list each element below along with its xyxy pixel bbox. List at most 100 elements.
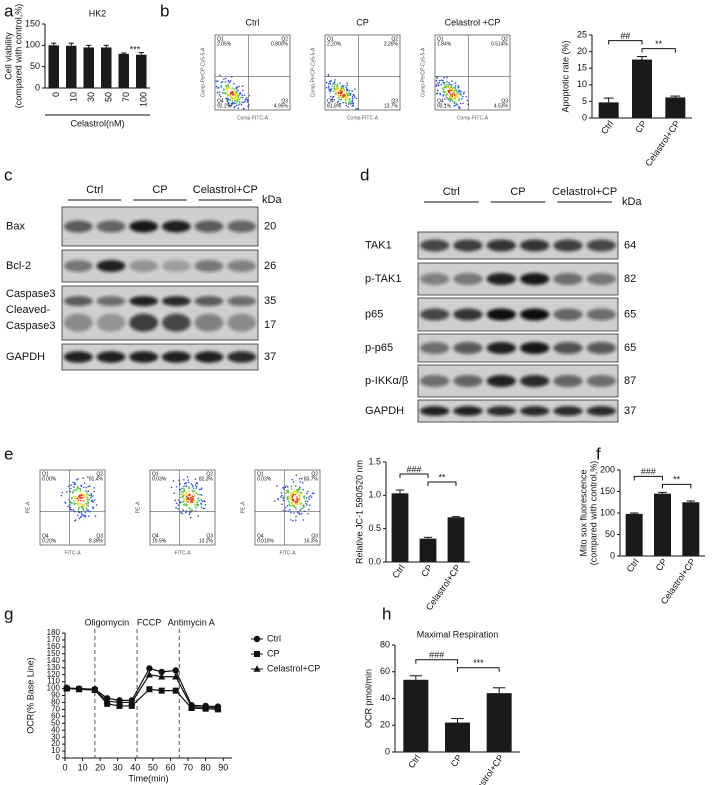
event-dot xyxy=(457,106,460,108)
event-dot xyxy=(441,87,444,90)
y-tick-label: 1.0 xyxy=(368,490,381,500)
event-dot xyxy=(223,88,225,91)
event-dot xyxy=(299,508,302,511)
quadrant-value: 91.4% xyxy=(89,476,104,482)
event-dot xyxy=(239,92,242,94)
event-dot xyxy=(442,90,444,93)
x-tick-label: Ctrl xyxy=(625,557,641,574)
blot-strip xyxy=(417,262,619,296)
event-dot xyxy=(238,101,241,103)
event-dot xyxy=(233,82,235,85)
event-dot xyxy=(332,90,335,92)
event-dot xyxy=(334,83,336,86)
y-tick-label: 0 xyxy=(582,112,587,122)
event-dot xyxy=(204,503,207,506)
event-dot xyxy=(285,492,288,494)
point xyxy=(146,686,153,693)
quadrant-value: 0.20% xyxy=(42,538,57,544)
flow-x-label: Comp-FITC-A xyxy=(457,115,489,121)
event-dot xyxy=(448,92,451,94)
group-label: CP xyxy=(510,186,525,198)
blot-band xyxy=(420,375,450,387)
blot-band xyxy=(553,342,583,354)
event-dot xyxy=(78,511,81,514)
event-dot xyxy=(458,97,460,100)
event-dot xyxy=(337,94,340,97)
blot-band xyxy=(486,308,516,321)
event-dot xyxy=(182,495,184,497)
event-dot xyxy=(183,482,186,485)
y-tick-label: 100 xyxy=(47,684,61,693)
event-dot xyxy=(312,492,315,495)
event-dot xyxy=(198,499,201,502)
event-dot xyxy=(197,503,200,506)
event-dot xyxy=(92,507,95,510)
event-dot xyxy=(295,490,297,493)
significance-bracket xyxy=(641,48,676,53)
event-dot xyxy=(292,500,295,502)
event-dot xyxy=(351,95,354,98)
event-dot xyxy=(184,491,187,493)
event-dot xyxy=(189,511,192,513)
event-dot xyxy=(93,490,95,493)
event-dot xyxy=(221,80,224,83)
bar xyxy=(445,722,470,752)
event-dot xyxy=(455,95,457,98)
group-label: Celastrol+CP xyxy=(193,184,258,196)
event-dot xyxy=(202,507,205,510)
x-tick-label: Ctrl xyxy=(599,119,615,136)
flow-x-label: Comp-FITC-A xyxy=(347,115,379,121)
event-dot xyxy=(331,85,333,88)
event-dot xyxy=(445,94,447,97)
event-dot xyxy=(436,77,439,79)
event-dot xyxy=(241,94,243,96)
x-tick-label: 80 xyxy=(201,762,211,772)
event-dot xyxy=(456,93,458,96)
event-dot xyxy=(327,73,330,76)
y-tick-label: 15 xyxy=(577,63,587,73)
x-tick-label: 90 xyxy=(218,762,228,772)
quadrant-value: 82.3% xyxy=(199,476,214,482)
event-dot xyxy=(301,481,304,484)
event-dot xyxy=(185,511,187,514)
flow-frame xyxy=(214,34,291,111)
event-dot xyxy=(200,498,203,501)
event-dot xyxy=(356,107,359,110)
event-dot xyxy=(309,494,312,497)
blot-band xyxy=(194,260,224,272)
event-dot xyxy=(292,492,295,494)
blot-band xyxy=(194,351,224,363)
x-tick-label: 30 xyxy=(113,762,123,772)
event-dot xyxy=(349,94,352,96)
point xyxy=(187,702,196,710)
event-dot xyxy=(299,491,302,494)
event-dot xyxy=(197,515,199,517)
quadrant-value: 13.7% xyxy=(384,103,399,109)
event-dot xyxy=(330,80,332,82)
x-tick-label: 30 xyxy=(86,92,96,102)
event-dot xyxy=(60,494,63,497)
event-dot xyxy=(302,519,305,521)
event-dot xyxy=(291,502,294,505)
event-dot xyxy=(454,82,457,84)
quadrant-value: 2.20% xyxy=(327,41,342,47)
event-dot xyxy=(308,496,310,498)
event-dot xyxy=(290,511,292,514)
event-dot xyxy=(329,81,331,83)
y-tick-label: 150 xyxy=(600,486,615,496)
event-dot xyxy=(290,491,293,494)
point xyxy=(128,698,136,706)
event-dot xyxy=(443,82,446,85)
event-dot xyxy=(69,501,72,504)
event-dot xyxy=(458,89,461,92)
event-dot xyxy=(183,478,185,481)
event-dot xyxy=(287,498,289,501)
event-dot xyxy=(189,498,192,501)
event-dot xyxy=(174,499,177,501)
event-dot xyxy=(299,498,301,501)
blot-band xyxy=(586,308,616,321)
event-dot xyxy=(88,485,91,487)
quadrant-name: Q1 xyxy=(42,471,49,477)
event-dot xyxy=(216,91,219,94)
